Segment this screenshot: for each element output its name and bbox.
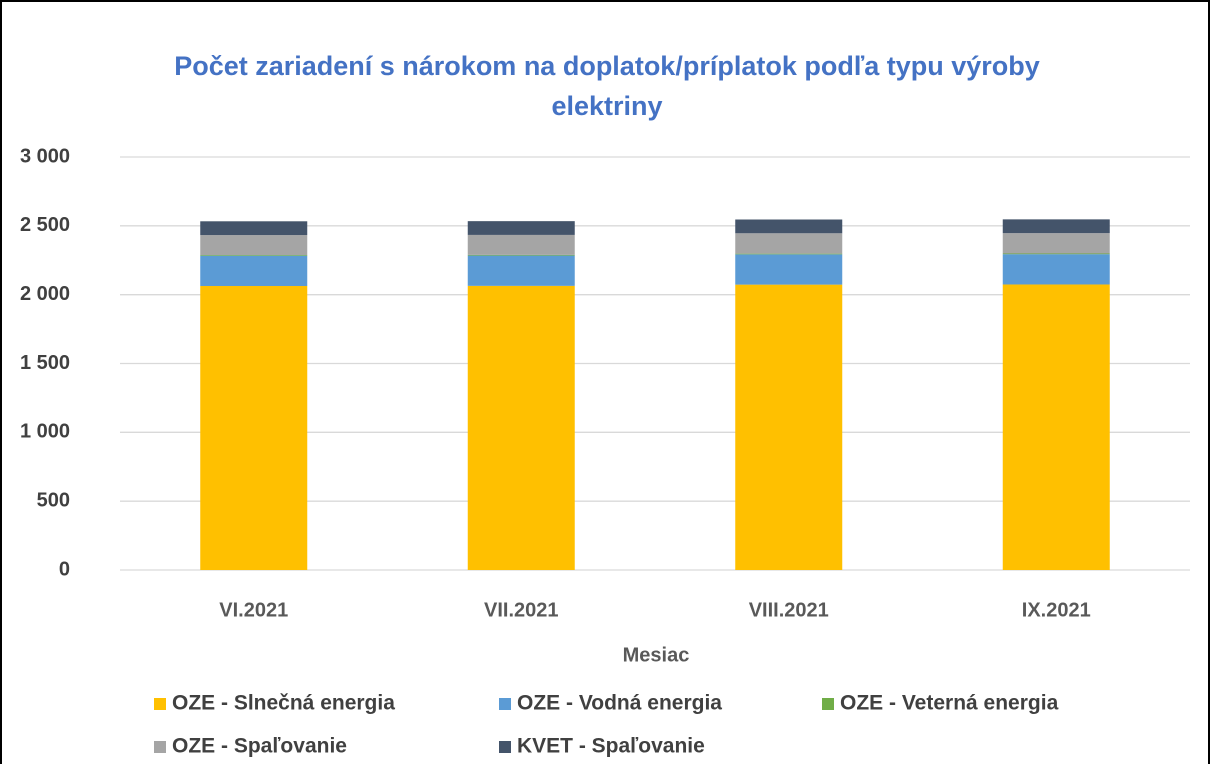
bar-segment — [200, 235, 308, 256]
bar-segment — [735, 253, 843, 255]
bar-segment — [200, 221, 308, 236]
legend-label: OZE - Spaľovanie — [172, 735, 347, 758]
bar-segment — [467, 221, 575, 235]
bar-segment — [200, 255, 308, 286]
y-tick-label: 2 000 — [20, 283, 70, 305]
chart-title: Počet zariadení s nárokom na doplatok/pr… — [174, 51, 1040, 121]
legend-swatch — [499, 741, 511, 753]
legend-label: OZE - Veterná energia — [840, 692, 1059, 715]
bar-segment — [467, 254, 575, 256]
x-tick-label: VI.2021 — [219, 599, 288, 621]
legend-swatch — [822, 698, 834, 710]
legend-swatch — [499, 698, 511, 710]
y-tick-label: 0 — [59, 558, 70, 580]
bar-segment — [1002, 284, 1110, 570]
bar-segment — [200, 285, 308, 570]
bar-segment — [735, 254, 843, 285]
bar-segment — [1002, 253, 1110, 255]
x-tick-label: VIII.2021 — [749, 599, 829, 621]
bar-segment — [200, 255, 308, 256]
bar-segment — [735, 219, 843, 234]
x-tick-label: IX.2021 — [1022, 599, 1091, 621]
bar-segment — [1002, 219, 1110, 234]
bar-segment — [467, 255, 575, 286]
legend-label: KVET - Spaľovanie — [517, 735, 705, 758]
bar-segment — [467, 285, 575, 570]
bar-segment — [735, 233, 843, 254]
legend-label: OZE - Vodná energia — [517, 692, 722, 715]
bar-segment — [735, 284, 843, 570]
y-tick-label: 2 500 — [20, 214, 70, 236]
y-tick-label: 3 000 — [20, 145, 70, 167]
y-tick-label: 1 500 — [20, 352, 70, 374]
y-tick-label: 1 000 — [20, 421, 70, 443]
bar-segment — [467, 234, 575, 255]
legend-swatch — [154, 741, 166, 753]
legend-swatch — [154, 698, 166, 710]
bar-segment — [1002, 254, 1110, 285]
y-tick-label: 500 — [37, 489, 70, 511]
x-axis-title: Mesiac — [623, 644, 690, 666]
x-tick-label: VII.2021 — [484, 599, 559, 621]
legend-label: OZE - Slnečná energia — [172, 692, 395, 715]
bar-segment — [1002, 233, 1110, 254]
